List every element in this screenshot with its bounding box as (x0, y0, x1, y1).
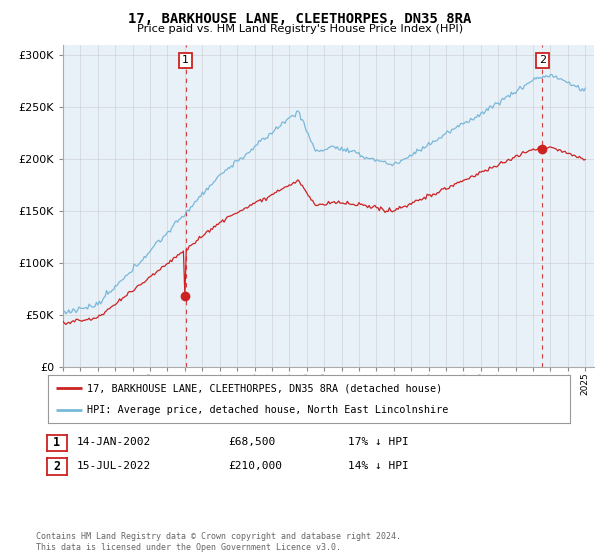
Text: 17% ↓ HPI: 17% ↓ HPI (348, 437, 409, 447)
Text: Price paid vs. HM Land Registry's House Price Index (HPI): Price paid vs. HM Land Registry's House … (137, 24, 463, 34)
Text: 17, BARKHOUSE LANE, CLEETHORPES, DN35 8RA: 17, BARKHOUSE LANE, CLEETHORPES, DN35 8R… (128, 12, 472, 26)
Text: £210,000: £210,000 (228, 461, 282, 471)
Text: 14% ↓ HPI: 14% ↓ HPI (348, 461, 409, 471)
Text: 14-JAN-2002: 14-JAN-2002 (77, 437, 151, 447)
Text: £68,500: £68,500 (228, 437, 275, 447)
Text: 1: 1 (182, 55, 189, 66)
Text: 1: 1 (53, 436, 60, 450)
Text: 2: 2 (53, 460, 60, 473)
Text: 2: 2 (539, 55, 546, 66)
Text: HPI: Average price, detached house, North East Lincolnshire: HPI: Average price, detached house, Nort… (87, 405, 449, 415)
Text: 15-JUL-2022: 15-JUL-2022 (77, 461, 151, 471)
Text: Contains HM Land Registry data © Crown copyright and database right 2024.
This d: Contains HM Land Registry data © Crown c… (36, 532, 401, 552)
Text: 17, BARKHOUSE LANE, CLEETHORPES, DN35 8RA (detached house): 17, BARKHOUSE LANE, CLEETHORPES, DN35 8R… (87, 383, 442, 393)
